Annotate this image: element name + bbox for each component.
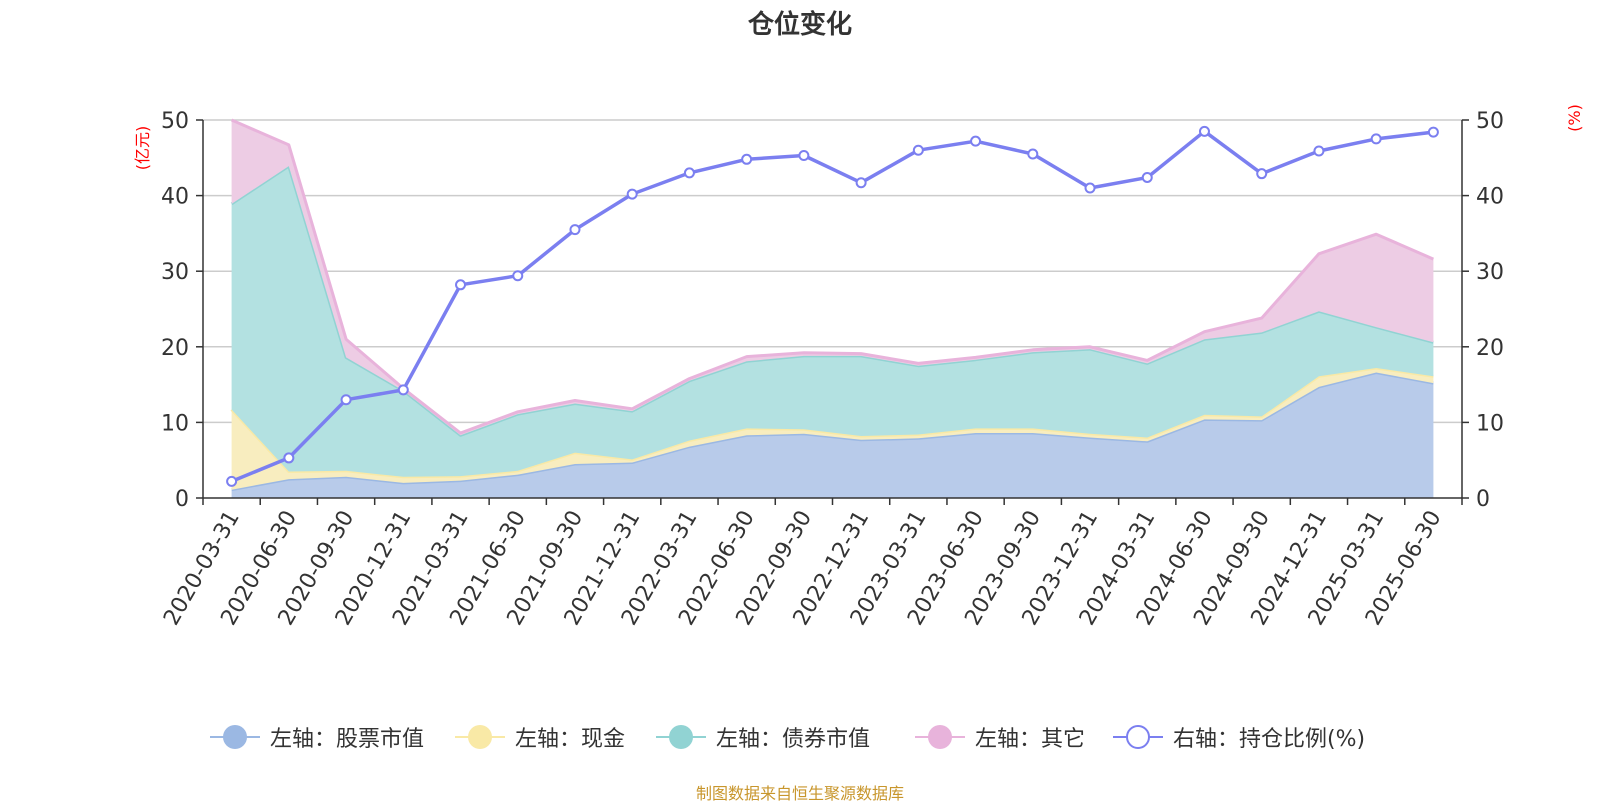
legend-label: 左轴：股票市值 bbox=[270, 727, 425, 752]
y-left-tick-label: 40 bbox=[161, 185, 189, 210]
legend-label: 左轴：其它 bbox=[975, 727, 1086, 752]
filled-circle-icon bbox=[223, 725, 247, 749]
legend-item-stock[interactable]: 左轴：股票市值 bbox=[210, 722, 424, 752]
position-ratio-point bbox=[1427, 126, 1439, 138]
y-left-tick-label: 10 bbox=[161, 411, 189, 436]
y-left-tick-label: 50 bbox=[161, 109, 189, 134]
position-ratio-point bbox=[741, 153, 753, 165]
y-right-tick-label: 40 bbox=[1476, 185, 1504, 210]
y-left-tick-label: 0 bbox=[175, 487, 189, 512]
left-axis-unit: (亿元) bbox=[133, 126, 152, 171]
filled-circle-icon bbox=[468, 725, 492, 749]
legend-item-position-ratio[interactable]: 右轴：持仓比例(%) bbox=[1113, 722, 1365, 752]
area-layer bbox=[230, 118, 1434, 498]
position-ratio-point bbox=[1313, 145, 1325, 157]
position-ratio-point bbox=[912, 144, 924, 156]
series-area bbox=[231, 166, 1434, 477]
right-axis-unit: (%) bbox=[1565, 104, 1584, 132]
series-area bbox=[231, 372, 1434, 498]
hollow-circle-icon bbox=[1126, 725, 1150, 749]
position-ratio-point bbox=[855, 177, 867, 189]
chart-title: 仓位变化 bbox=[747, 10, 852, 40]
legend-item-bond[interactable]: 左轴：债券市值 bbox=[656, 722, 870, 752]
y-right-tick-label: 20 bbox=[1476, 336, 1504, 361]
position-ratio-point bbox=[1198, 125, 1210, 137]
legend-label: 左轴：债券市值 bbox=[716, 727, 871, 752]
position-ratio-point bbox=[1084, 182, 1096, 194]
y-right-tick-label: 30 bbox=[1476, 260, 1504, 285]
y-right-tick-label: 50 bbox=[1476, 109, 1504, 134]
y-right-tick-label: 0 bbox=[1476, 487, 1490, 512]
y-right-tick-label: 10 bbox=[1476, 411, 1504, 436]
position-ratio-point bbox=[283, 452, 295, 464]
legend-item-other[interactable]: 左轴：其它 bbox=[915, 722, 1085, 752]
chart-svg: 01020304050010203040502020-03-312020-06-… bbox=[133, 104, 1584, 630]
legend: 左轴：股票市值 左轴：现金 左轴：债券市值 左轴：其它 右轴：持仓比例(%) bbox=[0, 722, 1600, 752]
position-ratio-point bbox=[970, 135, 982, 147]
position-ratio-point bbox=[1370, 133, 1382, 145]
filled-circle-icon bbox=[928, 725, 952, 749]
position-ratio-point bbox=[226, 475, 238, 487]
filled-circle-icon bbox=[669, 725, 693, 749]
position-ratio-point bbox=[1256, 168, 1268, 180]
position-ratio-point bbox=[798, 150, 810, 162]
legend-label: 左轴：现金 bbox=[515, 727, 626, 752]
series-area-edge bbox=[231, 118, 1434, 435]
position-ratio-point bbox=[626, 188, 638, 200]
y-left-tick-label: 20 bbox=[161, 336, 189, 361]
position-ratio-point bbox=[1141, 171, 1153, 183]
legend-label: 右轴：持仓比例(%) bbox=[1173, 727, 1366, 752]
y-left-tick-label: 30 bbox=[161, 260, 189, 285]
position-ratio-point bbox=[340, 394, 352, 406]
position-ratio-point bbox=[455, 279, 467, 291]
position-ratio-line bbox=[230, 129, 1434, 484]
position-ratio-point bbox=[512, 270, 524, 282]
data-source-note: 制图数据来自恒生聚源数据库 bbox=[695, 784, 904, 803]
position-ratio-point bbox=[569, 224, 581, 236]
position-ratio-point bbox=[1027, 148, 1039, 160]
legend-item-cash[interactable]: 左轴：现金 bbox=[455, 722, 625, 752]
line-layer bbox=[226, 125, 1439, 487]
position-ratio-point bbox=[397, 384, 409, 396]
position-ratio-point bbox=[683, 167, 695, 179]
